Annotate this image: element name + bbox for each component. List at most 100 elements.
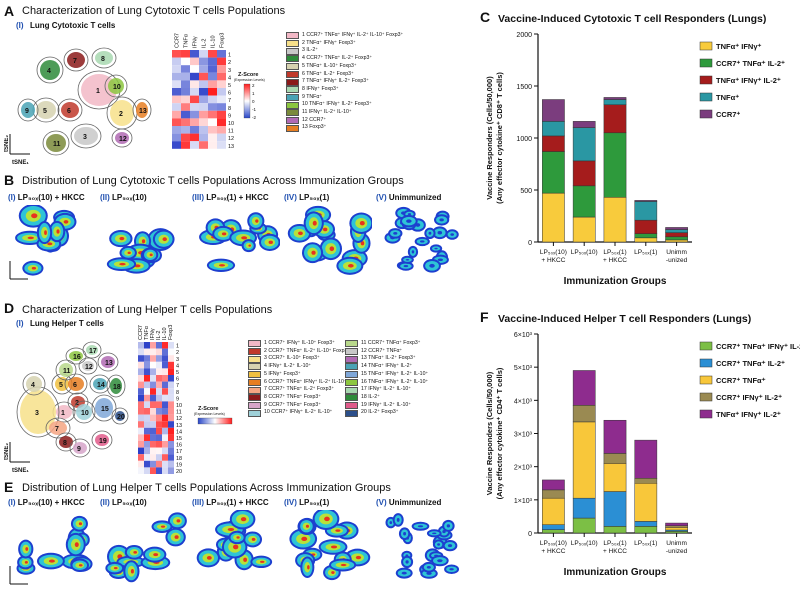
tsne-y-label: tSNE₂ — [4, 443, 10, 460]
density-blob-core — [389, 521, 393, 525]
heatmap-cell — [162, 408, 168, 415]
zscore-tick: 2 — [252, 83, 255, 88]
group-roman: (IV) — [284, 193, 300, 202]
bar-segment — [603, 197, 627, 243]
legend-label: 7 CCR7⁺ TNFα⁺ IL-2⁺ Foxp3⁺ — [264, 386, 335, 393]
density-blob-core — [301, 536, 308, 542]
legend-label: 20 IL-2⁺ Foxp3⁺ — [361, 409, 399, 416]
heatmap-cell — [150, 427, 156, 435]
legend-label: CCR7⁺ TNFα⁺ IFNγ⁺ IL-2⁺ — [716, 342, 800, 351]
group-name: LP₅₀ₓ(10) — [112, 498, 147, 507]
cluster-blob — [21, 102, 35, 118]
legend-label: 10 TNFα⁺ IFNγ⁺ IL-2⁺ Foxp3⁺ — [302, 101, 372, 108]
zscore-colorbar — [197, 417, 233, 425]
cluster-blob — [49, 421, 67, 435]
density-blob-core — [149, 253, 153, 257]
density-blob-core — [153, 553, 159, 557]
legend-swatch — [286, 124, 299, 132]
heatmap-cell — [156, 355, 162, 362]
heatmap-row-label: 16 — [176, 443, 182, 449]
heatmap-cell — [217, 65, 226, 73]
cluster-number: 17 — [89, 348, 97, 355]
cluster-blob — [115, 411, 125, 421]
cluster-blob — [81, 74, 117, 106]
zscore-title: Z-Score — [238, 72, 258, 78]
legend-swatch — [286, 93, 299, 101]
legend-swatch — [286, 86, 299, 94]
legend-label: 13 Foxp3⁺ — [302, 124, 327, 131]
legend-swatch — [286, 40, 299, 48]
heatmap-column-label: CCR7 — [138, 325, 144, 340]
heatmap-cell — [144, 414, 150, 422]
heatmap-cell — [138, 421, 144, 428]
heatmap-row-label: 8 — [228, 106, 231, 112]
legend-swatch — [286, 70, 299, 78]
heatmap-cell — [162, 368, 168, 375]
bar-segment — [634, 201, 658, 221]
heatmap-cell — [190, 118, 199, 126]
group-label: (IV) LP₅₀ₓ(1) — [284, 193, 329, 202]
heatmap-cell — [138, 368, 144, 375]
heatmap-row-label: 8 — [176, 390, 179, 396]
x-tick-label: + HKCC — [603, 548, 627, 555]
density-tsne-plot — [196, 510, 273, 571]
heatmap-cell — [138, 447, 144, 455]
panel-d-legend-item: 14 TNFα⁺ IFNγ⁺ IL-2⁺ — [345, 363, 428, 371]
density-blob-core — [360, 241, 365, 246]
density-blob-core — [396, 517, 400, 522]
legend-swatch — [699, 109, 713, 119]
heatmap-cell — [217, 95, 226, 104]
heatmap-cell — [168, 368, 174, 375]
cluster-blob — [59, 436, 73, 448]
legend-swatch — [699, 341, 713, 351]
cluster-number: 11 — [53, 141, 61, 148]
y-tick-label: 4×10³ — [514, 398, 533, 405]
density-blob-core — [174, 535, 179, 539]
heatmap-cell — [217, 103, 226, 111]
panel-b-title: Distribution of Lung Cytotoxic T cells P… — [22, 175, 404, 187]
legend-swatch — [248, 340, 261, 348]
heatmap-cell — [217, 50, 226, 58]
x-axis-label: Immunization Groups — [564, 276, 667, 287]
density-blob-core — [437, 258, 443, 262]
heatmap-column-label: IFNγ — [192, 36, 198, 48]
legend-swatch — [286, 101, 299, 109]
density-blob-core — [243, 557, 248, 562]
heatmap-cell — [156, 454, 162, 461]
heatmap-cell — [150, 421, 156, 428]
heatmap-cell — [168, 388, 174, 395]
heatmap-cell — [190, 110, 199, 119]
x-tick-label: LP₅₀ₓ(1) — [603, 540, 626, 547]
density-blob-core — [176, 519, 181, 523]
heatmap-cell — [138, 381, 144, 389]
group-name: LP₅₀ₓ(10) + HKCC — [17, 193, 85, 202]
density-blob-core — [429, 263, 435, 268]
legend-label: 15 TNFα⁺ IFNγ⁺ IL-2⁺ IL-10⁺ — [361, 370, 429, 377]
cluster-blob — [101, 356, 115, 368]
cluster-outline — [91, 394, 117, 422]
cluster-blob — [68, 377, 84, 391]
cluster-blob — [61, 102, 79, 118]
density-blob-core — [405, 560, 409, 564]
panel-d-legend-item: 3 CCR7⁺ IL-10⁺ Foxp3⁺ — [248, 355, 350, 363]
cluster-outline — [132, 98, 152, 122]
heatmap-cell — [150, 447, 156, 455]
y-axis-label: Vaccine Responders (Cells/50,000) — [485, 76, 494, 200]
x-tick-label: + HKCC — [603, 257, 627, 264]
heatmap-cell — [150, 401, 156, 408]
panel-d-legend-item: 2 CCR7⁺ TNFα⁺ IL-2⁺ IL-10⁺ Foxp3⁺ — [248, 348, 350, 356]
heatmap-cell — [199, 65, 208, 73]
heatmap-cell — [168, 401, 174, 408]
cluster-number: 1 — [61, 410, 65, 417]
cluster-number: 4 — [31, 382, 35, 389]
density-tsne-plot — [385, 513, 460, 579]
bar-segment — [572, 127, 596, 162]
heatmap-cell — [156, 414, 162, 422]
y-tick-label: 1×10³ — [514, 498, 533, 505]
group-name: LP₅₀ₓ(10) + HKCC — [17, 498, 85, 507]
cluster-outline — [45, 417, 71, 439]
heatmap-cell — [181, 80, 190, 88]
cluster-blob — [26, 376, 42, 392]
legend-label: 9 TNFα⁺ — [302, 93, 323, 100]
cluster-outline — [55, 432, 77, 452]
